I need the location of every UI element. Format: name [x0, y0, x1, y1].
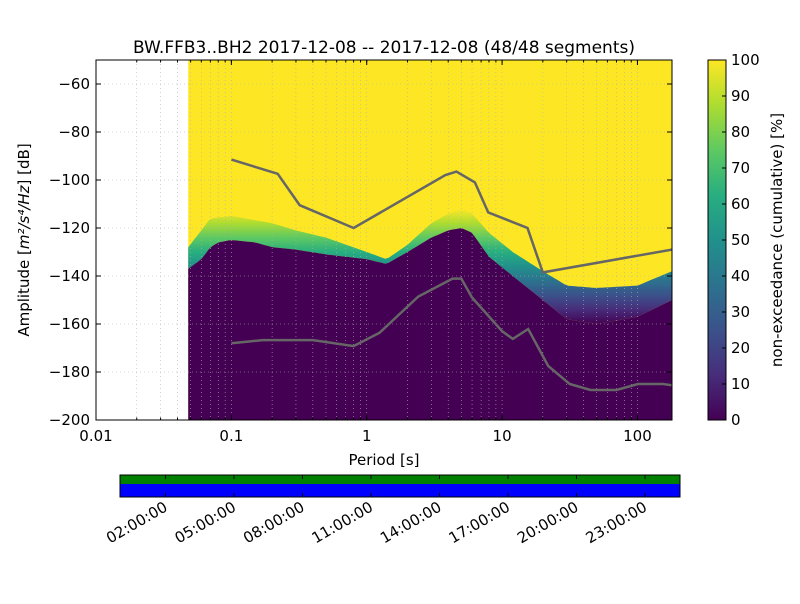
colorbar-tick-label: 70 — [731, 159, 750, 177]
x-tick-label: 1 — [362, 427, 372, 445]
coverage-time-label: 14:00:00 — [377, 498, 444, 547]
colorbar-tick-label: 60 — [731, 195, 750, 213]
coverage-time-label: 02:00:00 — [103, 498, 170, 547]
psd-low-region — [188, 228, 672, 420]
y-axis-label: Amplitude [m²/s⁴/Hz] [dB] — [15, 143, 33, 336]
colorbar-tick-label: 20 — [731, 339, 750, 357]
coverage-time-label: 05:00:00 — [172, 498, 239, 547]
coverage-data-strip — [120, 475, 680, 484]
y-tick-label: −100 — [49, 171, 90, 189]
colorbar-tick-label: 80 — [731, 123, 750, 141]
colorbar-tick-label: 10 — [731, 375, 750, 393]
coverage-time-label: 20:00:00 — [514, 498, 581, 547]
colorbar-tick-label: 90 — [731, 87, 750, 105]
coverage-segment-strip — [120, 484, 680, 497]
coverage-time-label: 08:00:00 — [240, 498, 307, 547]
y-tick-label: −60 — [58, 75, 90, 93]
colorbar-tick-label: 50 — [731, 231, 750, 249]
ppsd-plot-area: 0.01 0.1 1 10 100 −200 −180 −160 −140 −120 −100 −8… — [49, 59, 673, 445]
x-tick-label: 10 — [493, 427, 512, 445]
y-tick-label: −80 — [58, 123, 90, 141]
colorbar-label: non-exceedance (cumulative) [%] — [768, 113, 786, 367]
y-tick-label: −200 — [49, 411, 90, 429]
plot-frame — [95, 59, 673, 421]
colorbar-tick-label: 40 — [731, 267, 750, 285]
colorbar-tick-label: 30 — [731, 303, 750, 321]
coverage-time-label: 17:00:00 — [446, 498, 513, 547]
x-tick-label: 0.1 — [219, 427, 243, 445]
colorbar-tick-label: 0 — [731, 411, 741, 429]
low-noise-model-line — [231, 277, 672, 392]
data-coverage-bar: 02:00:00 05:00:00 08:00:00 11:00:00 14:00:00… — [103, 474, 681, 547]
y-tick-label: −120 — [49, 219, 90, 237]
y-tick-label: −160 — [49, 315, 90, 333]
coverage-time-label: 11:00:00 — [309, 498, 376, 547]
colorbar-tick-label: 100 — [731, 51, 760, 69]
chart-title: BW.FFB3..BH2 2017-12-08 -- 2017-12-08 (4… — [133, 38, 635, 58]
x-axis-label: Period [s] — [348, 451, 419, 469]
high-noise-model-line — [231, 158, 672, 274]
x-tick-label: 0.01 — [79, 427, 112, 445]
x-tick-label: 100 — [623, 427, 652, 445]
psd-transition-band — [188, 208, 672, 324]
y-tick-label: −140 — [49, 267, 90, 285]
coverage-time-label: 23:00:00 — [583, 498, 650, 547]
colorbar: 0 10 20 30 40 50 60 70 80 90 100 non-exceedance (c… — [707, 51, 786, 429]
y-tick-label: −180 — [49, 363, 90, 381]
coverage-frame — [119, 474, 681, 498]
